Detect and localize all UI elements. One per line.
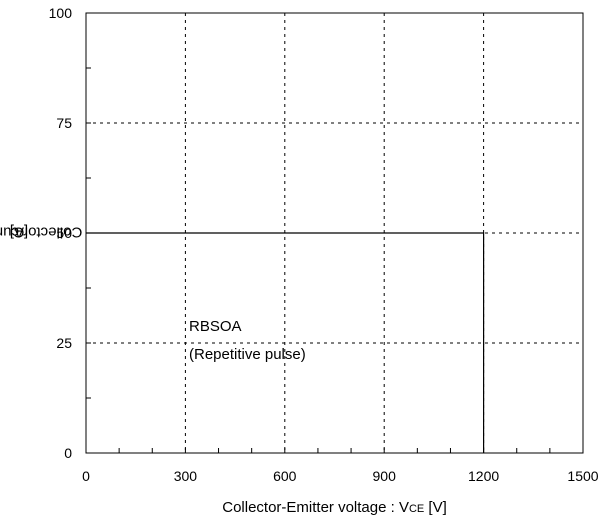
series-group (86, 232, 485, 453)
annotation-repetitive-pulse: (Repetitive pulse) (189, 346, 306, 363)
y-tick-label-75: 75 (56, 115, 72, 131)
y-tick-label-50: 50 (56, 225, 72, 241)
x-tick-label-1500: 1500 (567, 468, 598, 484)
x-tick-label-0: 0 (82, 468, 90, 484)
y-axis-label-unit: [A] (9, 223, 29, 241)
x-tick-label-900: 900 (373, 468, 397, 484)
x-tick-label-300: 300 (174, 468, 198, 484)
x-tick-label-1200: 1200 (468, 468, 499, 484)
annotation-rbsoa: RBSOA (189, 318, 242, 335)
x-axis-label-subscript: CE (408, 503, 425, 515)
y-tick-label-0: 0 (64, 445, 72, 461)
y-tick-labels: 0 25 50 75 100 (49, 5, 73, 461)
x-tick-label-600: 600 (273, 468, 297, 484)
x-tick-labels: 0 300 600 900 1200 1500 (82, 468, 599, 484)
y-tick-label-100: 100 (49, 5, 73, 21)
series-line-0 (86, 232, 485, 453)
x-axis-label-unit: [V] (424, 499, 447, 516)
plot-frame (85, 12, 584, 454)
x-axis-label: Collector-Emitter voltage : VCE [V] (86, 499, 583, 516)
y-tick-label-25: 25 (56, 335, 72, 351)
x-axis-label-text: Collector-Emitter voltage : V (222, 499, 409, 516)
